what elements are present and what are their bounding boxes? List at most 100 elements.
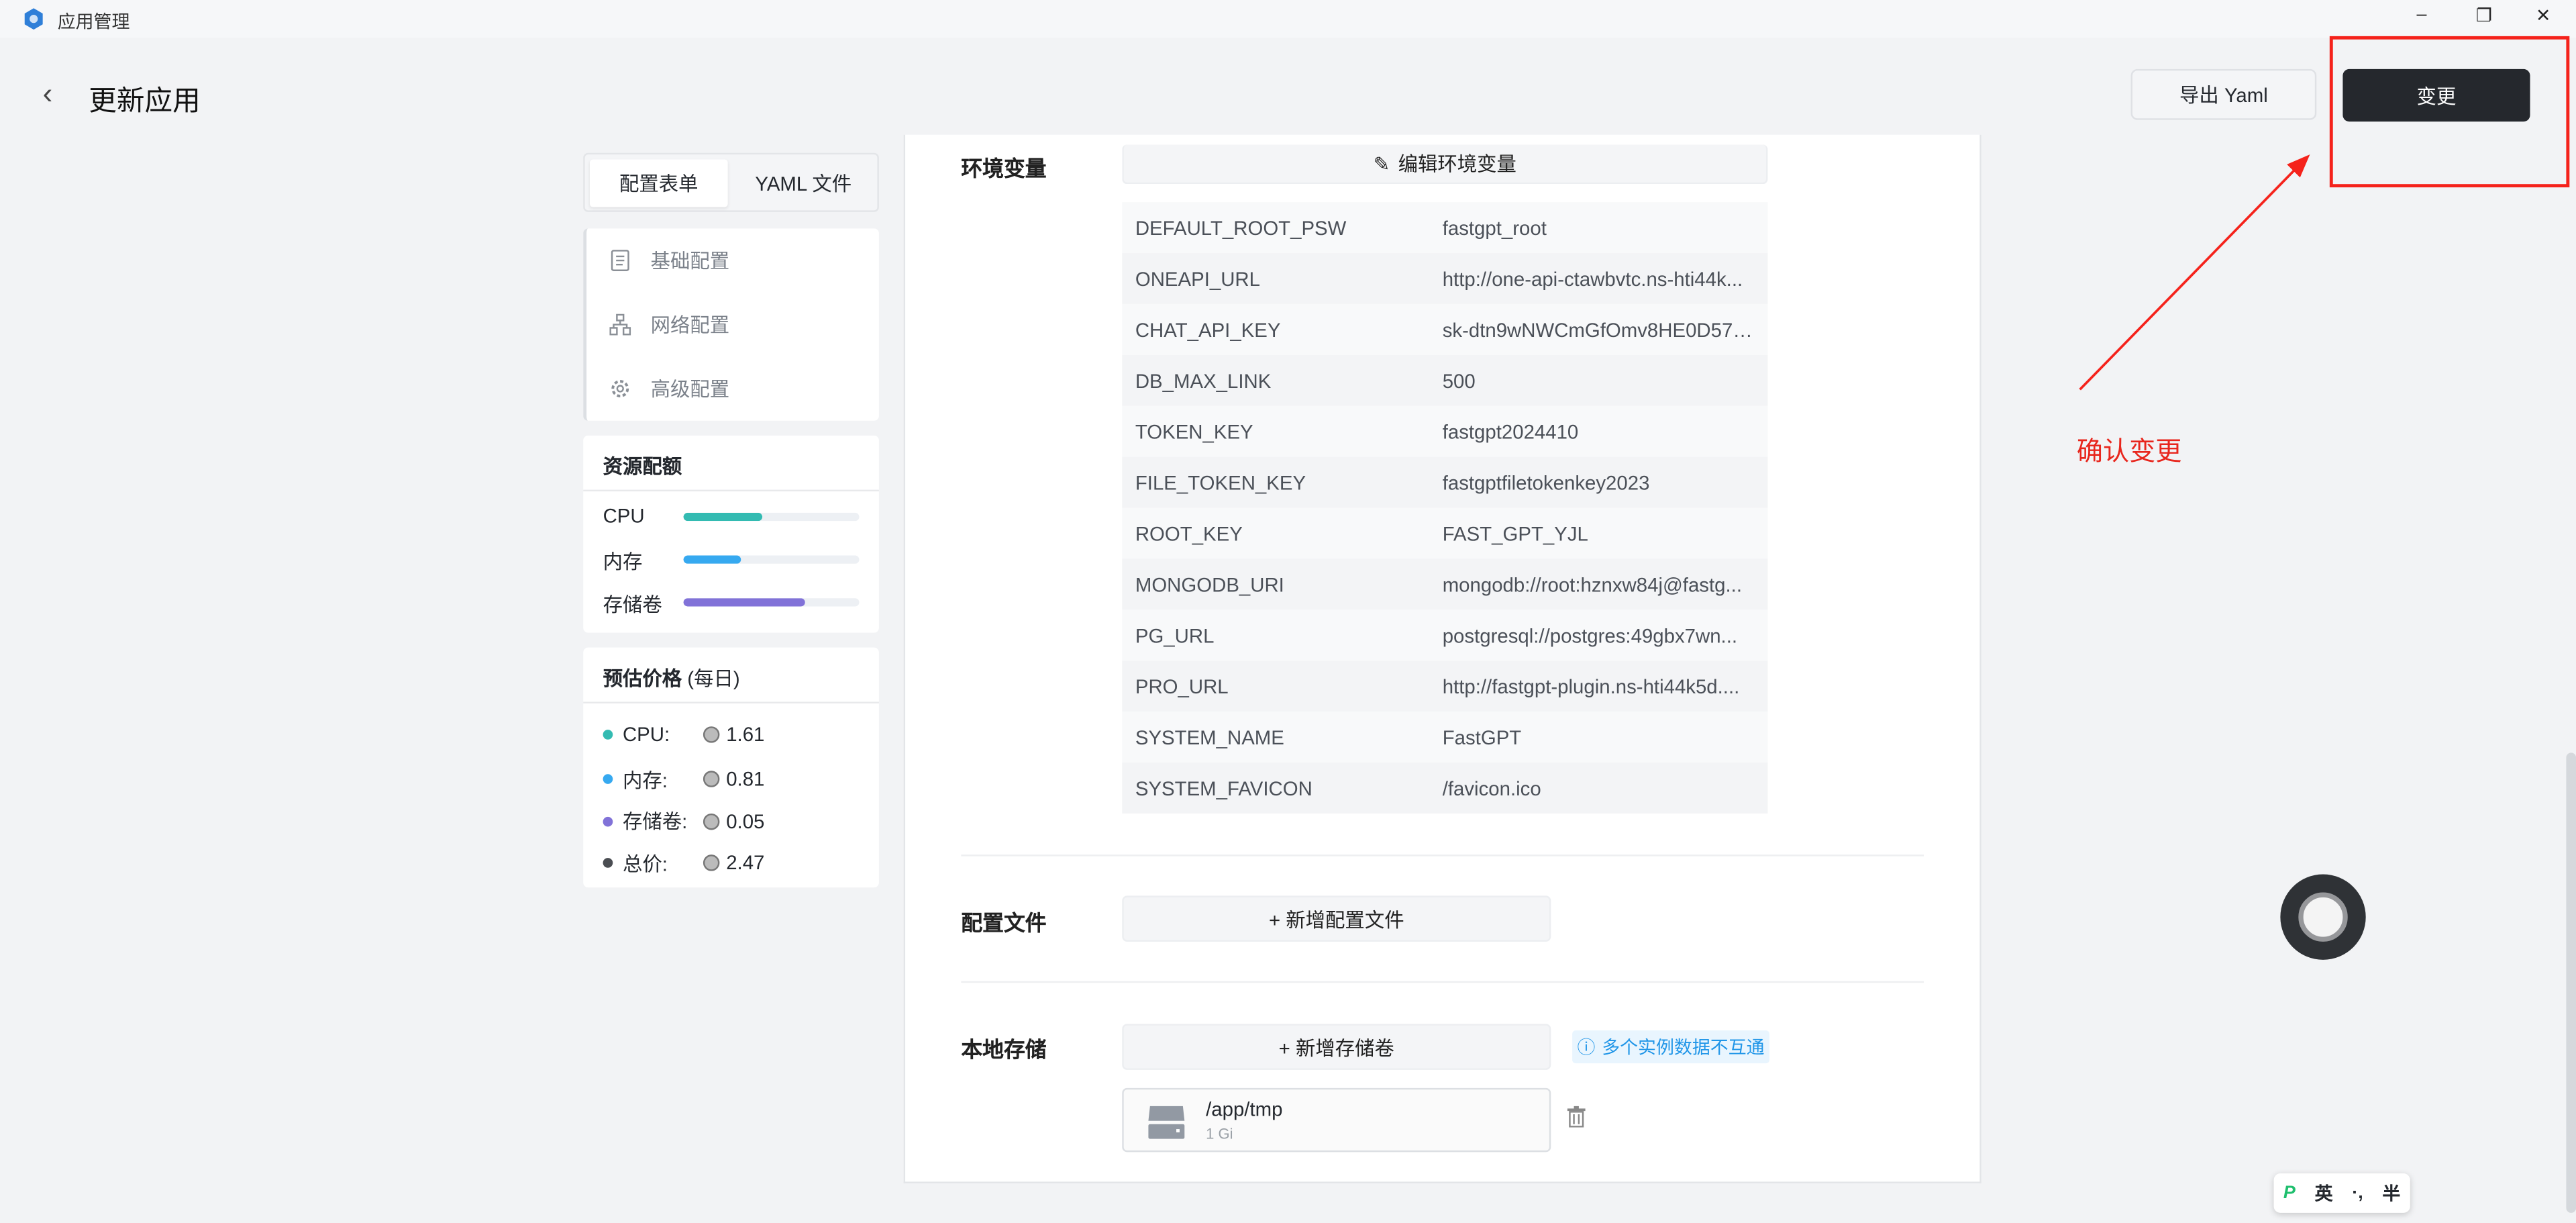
ime-mode[interactable]: 英 bbox=[2314, 1185, 2333, 1205]
legend-dot bbox=[603, 858, 613, 868]
gear-icon bbox=[611, 379, 629, 397]
legend-dot bbox=[603, 816, 613, 826]
env-value: 500 bbox=[1442, 369, 1476, 392]
nav-label: 基础配置 bbox=[650, 248, 730, 273]
restore-button[interactable]: ❐ bbox=[2475, 6, 2493, 27]
env-value: sk-dtn9wNWCmGfOmv8HE0D573... bbox=[1442, 317, 1755, 342]
info-badge: ⓘ 多个实例数据不互通 bbox=[1572, 1030, 1769, 1064]
env-row: DB_MAX_LINK 500 bbox=[1122, 354, 1768, 406]
export-yaml-button[interactable]: 导出 Yaml bbox=[2130, 68, 2317, 120]
trash-icon[interactable] bbox=[1567, 1106, 1586, 1128]
env-key: DB_MAX_LINK bbox=[1135, 369, 1272, 392]
disk-icon bbox=[1148, 1106, 1185, 1139]
env-key: FILE_TOKEN_KEY bbox=[1135, 471, 1306, 494]
scrollbar[interactable] bbox=[2566, 752, 2576, 1213]
price-row: 总价: 2.47 bbox=[603, 849, 764, 877]
env-row: MONGODB_URI mongodb://root:hznxw84j@fastg… bbox=[1122, 558, 1768, 610]
price-label: CPU: bbox=[622, 723, 670, 746]
coin-icon bbox=[703, 812, 720, 830]
back-chevron-icon[interactable]: ‹ bbox=[42, 77, 53, 111]
env-row: ROOT_KEY FAST_GPT_YJL bbox=[1122, 507, 1768, 559]
volume-path: /app/tmp bbox=[1206, 1097, 1283, 1121]
divider bbox=[961, 854, 1924, 857]
env-key: PRO_URL bbox=[1135, 675, 1229, 698]
price-subtitle: (每日) bbox=[687, 667, 740, 691]
env-row: CHAT_API_KEY sk-dtn9wNWCmGfOmv8HE0D573... bbox=[1122, 303, 1768, 355]
price-label: 总价: bbox=[622, 852, 668, 875]
floating-assistant-button[interactable] bbox=[2280, 874, 2366, 960]
nav-network-config[interactable]: 网络配置 bbox=[609, 307, 729, 340]
env-key: SYSTEM_NAME bbox=[1135, 725, 1284, 749]
minimize-button[interactable]: – bbox=[2416, 5, 2427, 25]
edit-env-button[interactable]: ✎ 编辑环境变量 bbox=[1122, 144, 1768, 185]
edit-env-label: 编辑环境变量 bbox=[1398, 152, 1516, 176]
env-value: fastgpt2024410 bbox=[1442, 420, 1579, 443]
env-key: ROOT_KEY bbox=[1135, 522, 1243, 545]
annotation-box bbox=[2329, 36, 2570, 188]
env-row: PG_URL postgresql://postgres:49gbx7wn... bbox=[1122, 609, 1768, 661]
env-key: TOKEN_KEY bbox=[1135, 420, 1253, 443]
quota-bar-fill bbox=[683, 555, 741, 564]
divider bbox=[961, 981, 1924, 983]
env-key: SYSTEM_FAVICON bbox=[1135, 776, 1312, 800]
ime-punct[interactable]: ·, bbox=[2352, 1183, 2363, 1204]
network-icon bbox=[609, 313, 631, 335]
env-label: 环境变量 bbox=[961, 156, 1047, 181]
nav-basic-config[interactable]: 基础配置 bbox=[609, 243, 729, 276]
price-row: CPU: 1.61 bbox=[603, 723, 765, 746]
price-value: 0.81 bbox=[726, 767, 765, 791]
nav-advanced-config[interactable]: 高级配置 bbox=[609, 371, 729, 404]
config-files-label: 配置文件 bbox=[961, 910, 1047, 936]
annotation-arrow bbox=[2079, 154, 2310, 391]
coin-icon bbox=[703, 771, 720, 787]
env-key: PG_URL bbox=[1135, 624, 1215, 647]
coin-icon bbox=[703, 726, 720, 743]
add-volume-button[interactable]: + 新增存储卷 bbox=[1122, 1024, 1551, 1070]
app-logo-icon bbox=[24, 8, 43, 30]
env-table: DEFAULT_ROOT_PSW fastgpt_root ONEAPI_URL ht… bbox=[1122, 202, 1768, 814]
change-button[interactable]: 变更 bbox=[2342, 68, 2530, 122]
env-row: PRO_URL http://fastgpt-plugin.ns-hti44k5d… bbox=[1122, 661, 1768, 712]
tab-config-form[interactable]: 配置表单 bbox=[589, 159, 728, 207]
quota-label: 存储卷 bbox=[603, 593, 662, 617]
env-key: ONEAPI_URL bbox=[1135, 266, 1260, 291]
local-storage-label: 本地存储 bbox=[961, 1036, 1047, 1062]
ime-toolbar[interactable]: P 英 ·, 半 bbox=[2273, 1173, 2410, 1213]
divider bbox=[583, 489, 879, 492]
ime-width[interactable]: 半 bbox=[2382, 1185, 2401, 1205]
price-card: 预估价格 (每日) CPU: 1.61 内存: 0.81 存储卷: 0.05 总… bbox=[583, 647, 879, 888]
quota-bar-fill bbox=[683, 512, 763, 522]
env-value: fastgptfiletokenkey2023 bbox=[1442, 471, 1650, 494]
legend-dot bbox=[603, 774, 613, 784]
env-value: mongodb://root:hznxw84j@fastg... bbox=[1442, 573, 1742, 596]
env-value: postgresql://postgres:49gbx7wn... bbox=[1442, 624, 1738, 647]
window-title: 应用管理 bbox=[57, 13, 130, 33]
nav-label: 网络配置 bbox=[650, 313, 730, 336]
document-icon bbox=[611, 248, 629, 271]
ime-logo-icon: P bbox=[2283, 1183, 2296, 1204]
main-panel: 环境变量 ✎ 编辑环境变量 DEFAULT_ROOT_PSW fastgpt_roo… bbox=[903, 134, 1981, 1183]
quota-label: 内存 bbox=[603, 550, 643, 574]
title-bar: 应用管理 – ❐ ✕ bbox=[0, 0, 2576, 38]
env-key: MONGODB_URI bbox=[1135, 573, 1284, 596]
price-row: 内存: 0.81 bbox=[603, 765, 765, 793]
env-value: /favicon.ico bbox=[1442, 776, 1541, 800]
tab-yaml-file[interactable]: YAML 文件 bbox=[755, 173, 852, 196]
legend-dot bbox=[603, 730, 613, 740]
env-row: SYSTEM_FAVICON/favicon.ico bbox=[1122, 763, 1768, 814]
env-row: SYSTEM_NAME FastGPT bbox=[1122, 712, 1768, 763]
price-row: 存储卷: 0.05 bbox=[603, 807, 765, 835]
page-title: 更新应用 bbox=[89, 85, 201, 117]
quota-bar bbox=[683, 598, 860, 607]
info-text: 多个实例数据不互通 bbox=[1602, 1038, 1765, 1059]
pencil-icon: ✎ bbox=[1373, 152, 1390, 175]
section-nav: 基础配置 网络配置 高级配置 bbox=[583, 228, 879, 421]
close-button[interactable]: ✕ bbox=[2535, 6, 2551, 27]
env-row: FILE_TOKEN_KEY fastgptfiletokenkey2023 bbox=[1122, 456, 1768, 508]
info-icon: ⓘ bbox=[1577, 1038, 1596, 1059]
price-value: 0.05 bbox=[726, 809, 765, 833]
quota-card: 资源配额 CPU 内存 存储卷 bbox=[583, 435, 879, 633]
price-value: 1.61 bbox=[726, 723, 765, 746]
view-tabs: 配置表单 YAML 文件 bbox=[583, 152, 879, 212]
add-config-file-button[interactable]: + 新增配置文件 bbox=[1122, 895, 1551, 942]
